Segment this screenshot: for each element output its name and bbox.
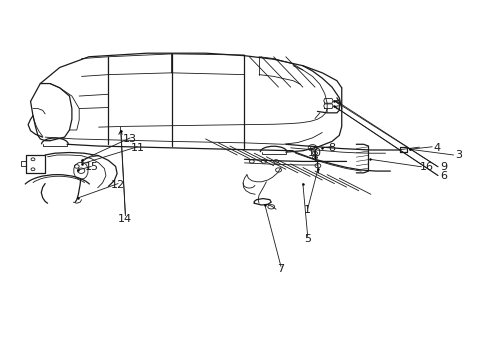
Text: 7: 7: [277, 264, 284, 274]
Text: 15: 15: [84, 162, 98, 172]
Text: 4: 4: [432, 143, 439, 153]
Text: 11: 11: [130, 143, 144, 153]
Text: 13: 13: [123, 134, 137, 144]
Text: 14: 14: [118, 214, 132, 224]
Text: 5: 5: [304, 234, 310, 244]
Text: 10: 10: [307, 148, 321, 158]
Text: 8: 8: [328, 143, 335, 153]
Text: 3: 3: [454, 150, 461, 160]
Text: 6: 6: [440, 171, 447, 181]
Text: 1: 1: [304, 205, 310, 215]
Text: 9: 9: [439, 162, 447, 172]
Text: 12: 12: [111, 180, 125, 190]
Text: 16: 16: [419, 162, 433, 172]
